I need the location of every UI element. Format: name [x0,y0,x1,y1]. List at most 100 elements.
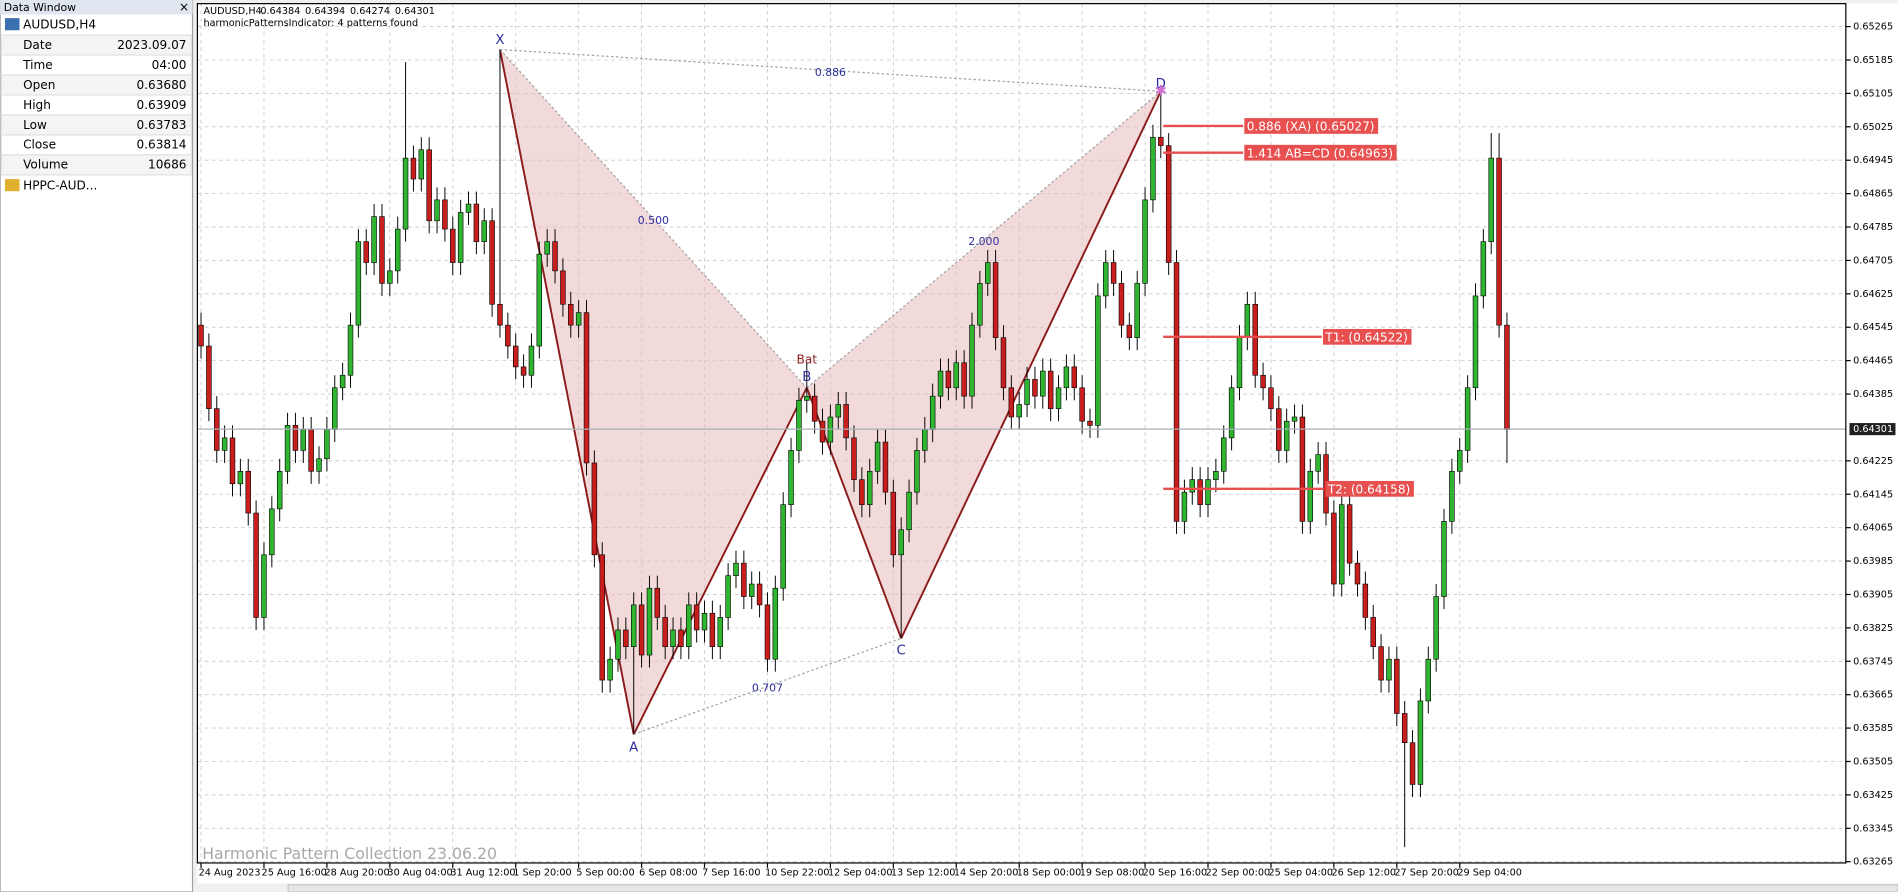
candle-body [1181,491,1188,522]
candle-body [269,508,275,556]
x-tick-label: 18 Sep 00:00 [1017,868,1082,879]
candle-body [1449,470,1455,522]
candle-body [693,604,700,631]
y-tick-label: 0.63825 [1853,623,1893,634]
x-tick-label: 1 Sep 20:00 [513,868,571,879]
data-row-value: 0.63909 [136,98,186,112]
candle-body [1441,521,1447,597]
chart-subtitle: harmonicPatternsIndicator: 4 patterns fo… [203,18,418,29]
x-tick-label: 5 Sep 00:00 [576,868,634,879]
data-row-label: Low [23,118,47,132]
candle-body [276,470,283,510]
candle-body [1496,157,1502,326]
x-tick-label: 14 Sep 20:00 [954,868,1019,879]
y-tick-label: 0.63505 [1853,756,1893,767]
ratio-label: 0.707 [752,682,783,695]
y-tick-label: 0.64065 [1853,523,1893,534]
level-label-box [1322,328,1412,345]
x-tick-label: 12 Sep 04:00 [828,868,893,879]
candle-body [324,429,330,460]
candle-body [473,203,480,242]
candle-body [1032,379,1038,397]
data-window-titlebar [0,0,193,15]
candle-body [457,212,464,263]
candle-body [489,220,495,305]
candle-body [552,241,558,272]
candle-body [1055,387,1062,409]
y-tick-label: 0.64705 [1853,255,1893,266]
y-tick-label: 0.64465 [1853,356,1893,367]
x-tick-label: 19 Sep 08:00 [1080,868,1145,879]
chart-title: AUDUSD,H4 [203,6,261,17]
candle-body [418,149,425,180]
x-tick-label: 25 Aug 16:00 [262,868,327,879]
data-window-symbol[interactable]: AUDUSD,H4 [23,17,96,31]
candle-body [450,228,456,263]
candle-body [387,270,393,284]
x-tick-label: 13 Sep 12:00 [891,868,956,879]
candle-body [465,203,472,213]
candle-body [607,658,613,681]
candle-body [371,216,377,263]
header-value: 0.64301 [395,6,435,17]
level-label-box [1325,480,1414,497]
x-tick-label: 27 Sep 20:00 [1394,868,1459,879]
candle-body [402,157,409,230]
candle-body [1417,700,1424,785]
candle-body [1189,479,1195,493]
x-tick-label: 30 Aug 04:00 [387,868,452,879]
data-window-indicator[interactable]: HPPC-AUD... [23,178,97,192]
data-row-label: Open [23,78,55,92]
candle-body [1236,337,1243,389]
y-tick-label: 0.63745 [1853,656,1893,667]
candle-body [985,262,991,284]
x-tick-label: 29 Sep 04:00 [1457,868,1522,879]
candle-body [575,312,582,326]
candle-body [591,462,598,556]
candle-body [442,199,448,230]
indicator-icon [4,179,20,192]
current-price-label: 0.64301 [1853,424,1893,435]
candle-body [709,612,716,647]
data-row-value: 2023.09.07 [117,38,186,52]
candle-body [1268,387,1274,409]
candle-body [1370,617,1376,647]
candle-body [937,370,944,397]
level-label-box [1244,144,1397,161]
x-tick-label: 26 Sep 12:00 [1331,868,1396,879]
candle-body [1299,416,1306,522]
candle-body [898,529,904,556]
ratio-line [499,48,1161,92]
candle-body [1401,713,1408,744]
candle-body [646,587,653,656]
candle-body [1480,241,1487,297]
y-tick-label: 0.63985 [1853,556,1893,567]
scrollbar[interactable] [287,884,1898,892]
candle-body [300,429,307,451]
data-row-label: High [23,98,51,112]
candle-body [599,554,605,681]
pattern-leg [900,90,1162,639]
candle-body [630,604,637,647]
candle-body [615,629,621,660]
candle-body [725,575,731,618]
candle-body [1008,387,1015,418]
candle-body [992,262,999,338]
y-tick-label: 0.65025 [1853,122,1893,133]
candle-body [221,437,228,451]
y-tick-label: 0.64145 [1853,489,1893,500]
candle-body [977,283,983,326]
candle-body [1472,295,1479,389]
candle-body [929,395,936,430]
candle-body [1047,370,1054,409]
candle-body [1464,387,1471,451]
ratio-line [499,49,808,389]
candle-body [1457,450,1463,472]
candle-body [1315,454,1321,472]
candle-body [788,450,794,505]
x-tick-label: 6 Sep 08:00 [639,868,697,879]
header-value: 0.64394 [305,6,345,17]
candle-body [1409,742,1416,785]
close-button[interactable]: × [179,0,189,14]
